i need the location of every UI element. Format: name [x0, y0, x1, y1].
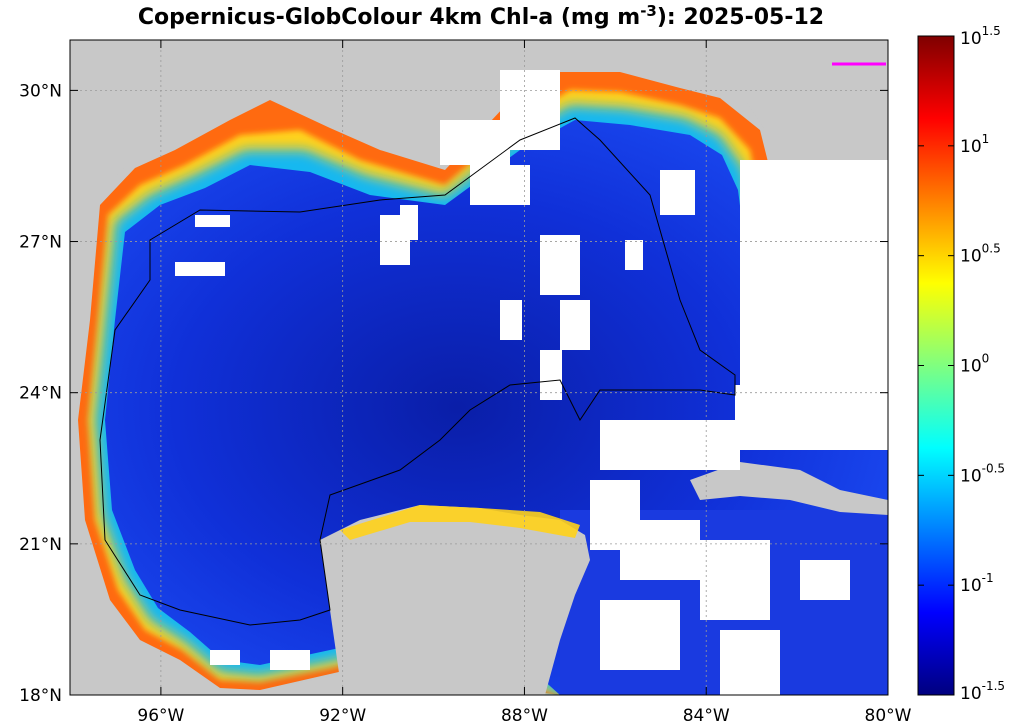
colorbar-tick-label: 100.5 — [960, 242, 1001, 267]
eez-boundary-line — [99, 117, 736, 626]
colorbar-tick-label: 101.5 — [960, 24, 1001, 49]
colorbar-tick-label: 100 — [960, 352, 989, 377]
colorbar-ticks: 101.5 101 100.5 100 10-0.5 10-1 10-1.5 — [918, 24, 1005, 704]
y-tick-label: 24°N — [19, 384, 62, 404]
x-axis-ticks: 96°W 92°W 88°W 84°W 80°W — [137, 40, 912, 726]
colorbar-tick-label: 10-1 — [960, 571, 994, 596]
x-tick-label: 96°W — [137, 706, 184, 726]
y-axis-ticks: 18°N 21°N 24°N 27°N 30°N — [19, 81, 888, 706]
y-tick-label: 27°N — [19, 233, 62, 253]
chart-title: Copernicus-GlobColour 4km Chl-a (mg m-3)… — [138, 2, 824, 30]
cuba-land — [690, 462, 888, 515]
map-panel — [70, 40, 888, 695]
yucatan-land — [320, 505, 590, 695]
colorbar-tick-label: 10-0.5 — [960, 461, 1005, 486]
yucatan-coast-bloom — [340, 505, 580, 540]
y-tick-label: 18°N — [19, 686, 62, 706]
gridlines — [70, 40, 888, 695]
y-tick-label: 21°N — [19, 535, 62, 555]
x-tick-label: 92°W — [319, 706, 366, 726]
x-tick-label: 88°W — [501, 706, 548, 726]
map-frame — [69, 39, 889, 696]
colorbar-tick-label: 10-1.5 — [960, 679, 1005, 704]
x-tick-label: 84°W — [683, 706, 730, 726]
y-tick-label: 30°N — [19, 81, 62, 101]
colorbar-tick-label: 101 — [960, 132, 989, 157]
x-tick-label: 80°W — [865, 706, 912, 726]
mexico-land — [70, 40, 720, 695]
no-data-patches — [175, 70, 888, 695]
